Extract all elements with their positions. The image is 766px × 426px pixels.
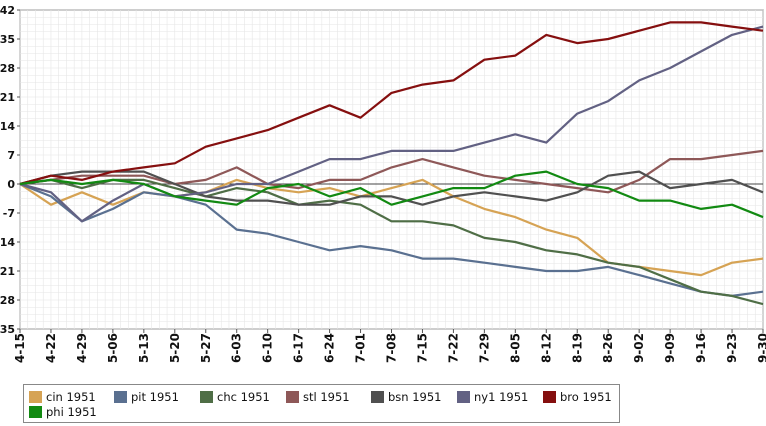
series-line-bsn — [19, 170, 764, 206]
y-axis: 42 35 28 21 14 7 0 -7 -14 -21 -28 -35 — [0, 4, 20, 336]
series-line-stl — [19, 149, 764, 194]
x-tick-label: 9-30 — [756, 333, 766, 363]
legend-label-bsn: bsn 1951 — [388, 390, 442, 404]
x-tick-label: 8-26 — [601, 333, 615, 363]
x-tick-label: 7-29 — [477, 333, 491, 363]
x-tick-label: 8-05 — [508, 333, 522, 363]
y-tick-label: -35 — [0, 323, 15, 336]
x-tick-label: 6-17 — [292, 333, 306, 363]
y-tick-label: -28 — [0, 294, 15, 307]
x-tick-label: 9-09 — [663, 333, 677, 363]
y-tick-label: 0 — [7, 178, 15, 191]
grid — [19, 9, 764, 330]
x-tick-label: 9-23 — [725, 333, 739, 363]
x-tick-label: 6-03 — [230, 333, 244, 363]
x-tick-label: 5-13 — [137, 333, 151, 363]
series-line-pit — [19, 182, 764, 297]
series-line-phi — [19, 170, 764, 219]
y-tick-label: 35 — [0, 33, 15, 46]
legend-swatch-ny1 — [457, 391, 470, 403]
y-tick-label: -7 — [3, 207, 15, 220]
legend-swatch-cin — [29, 391, 42, 403]
x-tick-label: 4-15 — [13, 333, 27, 363]
y-tick-label: 28 — [0, 62, 15, 75]
legend-label-stl: stl 1951 — [303, 390, 350, 404]
series-line-bro — [19, 21, 764, 186]
legend-label-phi: phi 1951 — [46, 405, 97, 419]
legend-label-bro: bro 1951 — [560, 390, 612, 404]
legend: cin 1951 pit 1951 chc 1951 stl 1951 bsn … — [23, 384, 620, 423]
x-tick-label: 5-06 — [106, 333, 120, 363]
x-tick-label: 9-16 — [694, 333, 708, 363]
y-tick-label: -21 — [0, 265, 15, 278]
x-tick-label: 4-29 — [75, 333, 89, 363]
legend-label-chc: chc 1951 — [217, 390, 270, 404]
legend-label-cin: cin 1951 — [46, 390, 96, 404]
x-tick-label: 6-24 — [323, 333, 337, 363]
x-tick-label: 5-20 — [168, 333, 182, 363]
series-line-chc — [19, 178, 764, 306]
x-tick-label: 8-19 — [570, 333, 584, 363]
x-tick-label: 6-10 — [261, 333, 275, 363]
legend-label-ny1: ny1 1951 — [474, 390, 529, 404]
x-tick-label: 7-01 — [354, 333, 368, 363]
legend-label-pit: pit 1951 — [131, 390, 179, 404]
legend-swatch-pit — [114, 391, 127, 403]
legend-swatch-stl — [286, 391, 299, 403]
legend-swatch-chc — [200, 391, 213, 403]
y-tick-label: 7 — [7, 149, 15, 162]
x-tick-label: 7-08 — [385, 333, 399, 363]
y-tick-label: 42 — [0, 4, 15, 17]
x-axis: 4-15 4-22 4-29 5-06 5-13 5-20 5-27 6-03 6-10 6-17… — [13, 329, 766, 363]
x-tick-label: 7-15 — [415, 333, 429, 363]
x-tick-label: 4-22 — [44, 333, 58, 363]
legend-swatch-phi — [29, 406, 42, 418]
y-tick-label: 14 — [0, 120, 15, 133]
x-tick-label: 5-27 — [199, 333, 213, 363]
x-tick-label: 9-02 — [632, 333, 646, 363]
legend-swatch-bro — [543, 391, 556, 403]
y-tick-label: -14 — [0, 236, 15, 249]
series-lines — [19, 21, 764, 306]
x-tick-label: 8-12 — [539, 333, 553, 363]
legend-swatch-bsn — [371, 391, 384, 403]
x-tick-label: 7-22 — [446, 333, 460, 363]
y-tick-label: 21 — [0, 91, 15, 104]
